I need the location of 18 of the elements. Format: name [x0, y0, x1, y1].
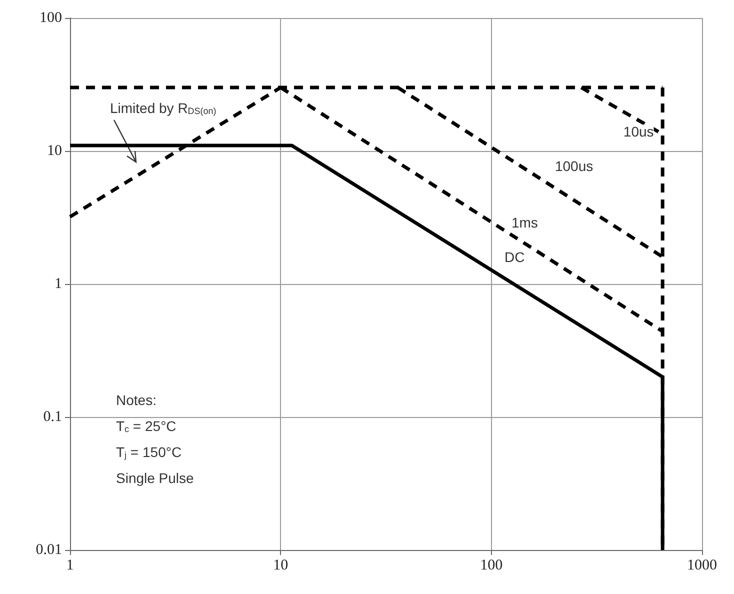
- annotation: DC: [504, 248, 525, 265]
- annotation: 1ms: [511, 214, 538, 230]
- x-tick-label: 1: [66, 558, 74, 574]
- annotation: 100us: [554, 158, 594, 174]
- y-tick-label: 1: [54, 276, 62, 292]
- annotation: Limited by RDS(on): [110, 100, 216, 116]
- y-tick-label: 10: [47, 143, 62, 159]
- annotation: Notes:: [116, 392, 156, 408]
- annotation: Single Pulse: [116, 470, 194, 486]
- x-tick-label: 100: [480, 558, 503, 574]
- y-tick-label: 0.1: [43, 409, 62, 425]
- x-tick-label: 10: [273, 558, 288, 574]
- annotation: Tc = 25°C: [116, 418, 176, 434]
- y-tick-label: 100: [40, 10, 62, 26]
- x-tick-label: 1000: [687, 558, 717, 574]
- y-tick-label: 0.01: [36, 542, 62, 558]
- annotation: Tj = 150°C: [116, 444, 182, 460]
- annotation: 10us: [623, 124, 654, 140]
